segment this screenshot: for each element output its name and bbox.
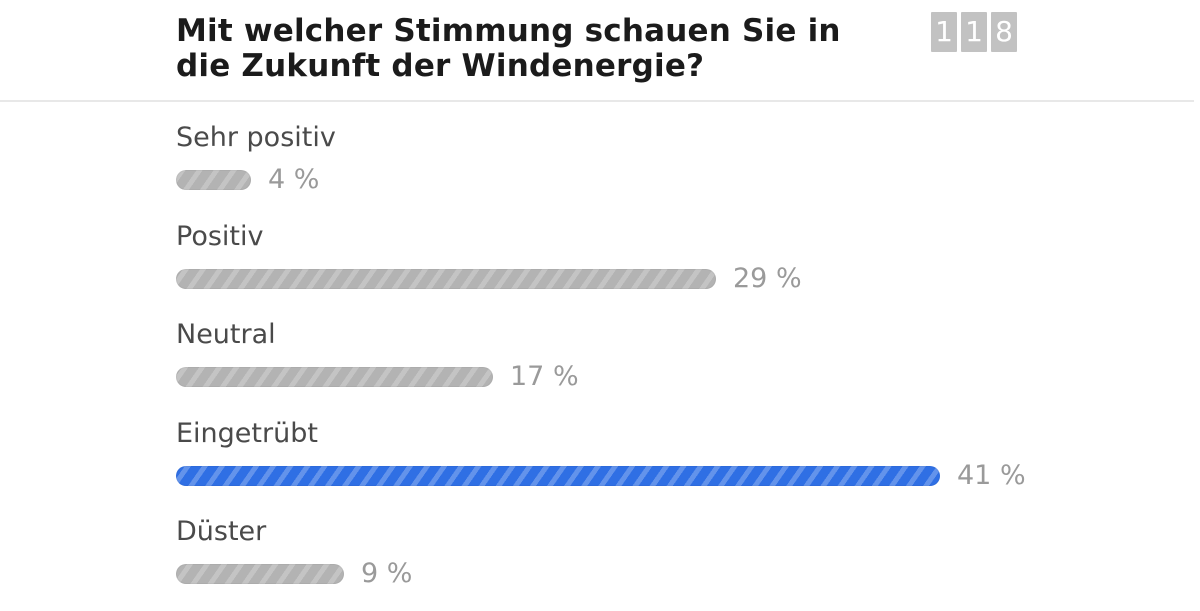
poll-question: Mit welcher Stimmung schauen Sie in die …: [176, 13, 841, 84]
option-label: Positiv: [176, 220, 264, 252]
option-label: Düster: [176, 516, 267, 547]
vote-counter: 1 1 8: [931, 12, 1017, 52]
result-bar: [176, 170, 251, 190]
option-result: 17 %: [176, 361, 579, 393]
poll-option: Eingetrübt 41 %: [176, 414, 1076, 513]
result-percent: 9 %: [361, 558, 413, 589]
option-label: Sehr positiv: [176, 122, 336, 153]
option-result: 9 %: [176, 558, 412, 590]
result-percent: 41 %: [957, 459, 1026, 491]
poll-results: Sehr positiv 4 % Positiv 29 % Neutral 17…: [176, 118, 1076, 611]
poll-option: Positiv 29 %: [176, 217, 1076, 316]
result-percent: 17 %: [510, 361, 579, 392]
result-bar: [176, 564, 344, 584]
result-bar: [176, 367, 493, 387]
poll-option: Neutral 17 %: [176, 315, 1076, 414]
vote-counter-digit: 8: [991, 12, 1017, 52]
result-percent: 29 %: [733, 262, 802, 294]
poll-header: Mit welcher Stimmung schauen Sie in die …: [0, 0, 1194, 102]
option-result: 4 %: [176, 164, 319, 196]
result-bar: [176, 268, 716, 289]
result-percent: 4 %: [268, 164, 320, 195]
vote-counter-digit: 1: [931, 12, 957, 52]
poll-option: Düster 9 %: [176, 512, 1076, 611]
vote-counter-digit: 1: [961, 12, 987, 52]
poll-option: Sehr positiv 4 %: [176, 118, 1076, 217]
option-result: 41 %: [176, 460, 1026, 492]
result-bar: [176, 465, 940, 486]
option-result: 29 %: [176, 263, 802, 295]
option-label: Neutral: [176, 319, 276, 350]
option-label: Eingetrübt: [176, 417, 318, 449]
